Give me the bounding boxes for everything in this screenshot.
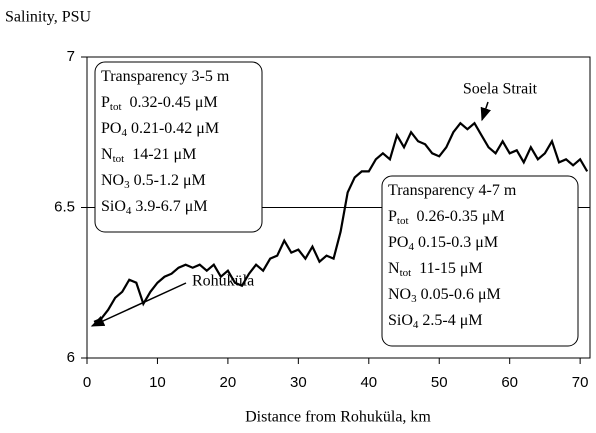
info-sub: 4: [413, 319, 419, 331]
arrow: [90, 282, 187, 327]
info-sub: 3: [124, 179, 130, 191]
info-line: Transparency 3-5 m: [101, 68, 230, 85]
info-box: [94, 61, 263, 233]
info-line: PO4 0.15-0.3 μM: [388, 234, 498, 253]
arrow: [480, 101, 491, 122]
info-sub: tot: [397, 215, 409, 227]
info-line: Ntot 14-21 μM: [101, 146, 196, 165]
info-line: NO3 0.5-1.2 μM: [101, 172, 206, 191]
info-line: Ptot 0.32-0.45 μM: [101, 94, 218, 113]
info-sub: 4: [408, 241, 414, 253]
info-line: Ptot 0.26-0.35 μM: [388, 208, 505, 227]
info-text: 11-15 μM: [411, 260, 483, 277]
info-line: SiO4 3.9-6.7 μM: [101, 198, 208, 217]
info-line: NO3 0.05-0.6 μM: [388, 286, 501, 305]
info-base: NO: [388, 286, 411, 303]
info-sub: 4: [126, 205, 132, 217]
info-base: P: [388, 208, 397, 225]
info-text: 0.5-1.2 μM: [130, 172, 206, 189]
info-sub: 3: [411, 293, 417, 305]
x-axis-label: Distance from Rohuküla, km: [245, 409, 431, 426]
info-text: Transparency 3-5 m: [101, 68, 230, 85]
info-sub: 4: [121, 127, 127, 139]
info-text: Transparency 4-7 m: [388, 182, 517, 199]
info-line: SiO4 2.5-4 μM: [388, 312, 483, 331]
info-text: 0.15-0.3 μM: [414, 234, 498, 251]
x-tick-label: 0: [83, 374, 91, 391]
info-base: PO: [388, 234, 408, 251]
info-line: Ntot 11-15 μM: [388, 260, 483, 279]
salinity-line: [93, 121, 589, 323]
info-text: 3.9-6.7 μM: [131, 198, 207, 215]
annotation: Rohuküla: [192, 273, 254, 290]
x-tick-label: 70: [572, 374, 589, 391]
info-box: [381, 175, 579, 347]
info-text: 0.21-0.42 μM: [127, 120, 219, 137]
x-tick-label: 50: [431, 374, 448, 391]
info-base: SiO: [101, 198, 126, 215]
info-base: N: [101, 146, 113, 163]
annotation: Soela Strait: [463, 81, 538, 98]
x-tick-label: 60: [501, 374, 518, 391]
info-text: 0.32-0.45 μM: [122, 94, 218, 111]
info-text: 0.26-0.35 μM: [409, 208, 505, 225]
y-tick-label: 6.5: [54, 198, 75, 215]
info-sub: tot: [400, 267, 412, 279]
x-tick-label: 40: [360, 374, 377, 391]
info-base: P: [101, 94, 110, 111]
info-sub: tot: [113, 153, 125, 165]
info-base: PO: [101, 120, 121, 137]
y-axis-label: Salinity, PSU: [5, 9, 92, 26]
info-text: 14-21 μM: [124, 146, 196, 163]
y-tick-label: 7: [67, 48, 75, 65]
info-sub: tot: [110, 101, 122, 113]
info-base: NO: [101, 172, 124, 189]
x-tick-label: 20: [220, 374, 237, 391]
info-text: 2.5-4 μM: [418, 312, 482, 329]
x-tick-label: 30: [290, 374, 307, 391]
x-tick-label: 10: [149, 374, 166, 391]
info-line: PO4 0.21-0.42 μM: [101, 120, 219, 139]
info-text: 0.05-0.6 μM: [417, 286, 501, 303]
y-tick-label: 6: [67, 349, 75, 366]
info-base: N: [388, 260, 400, 277]
info-line: Transparency 4-7 m: [388, 182, 517, 199]
info-base: SiO: [388, 312, 413, 329]
